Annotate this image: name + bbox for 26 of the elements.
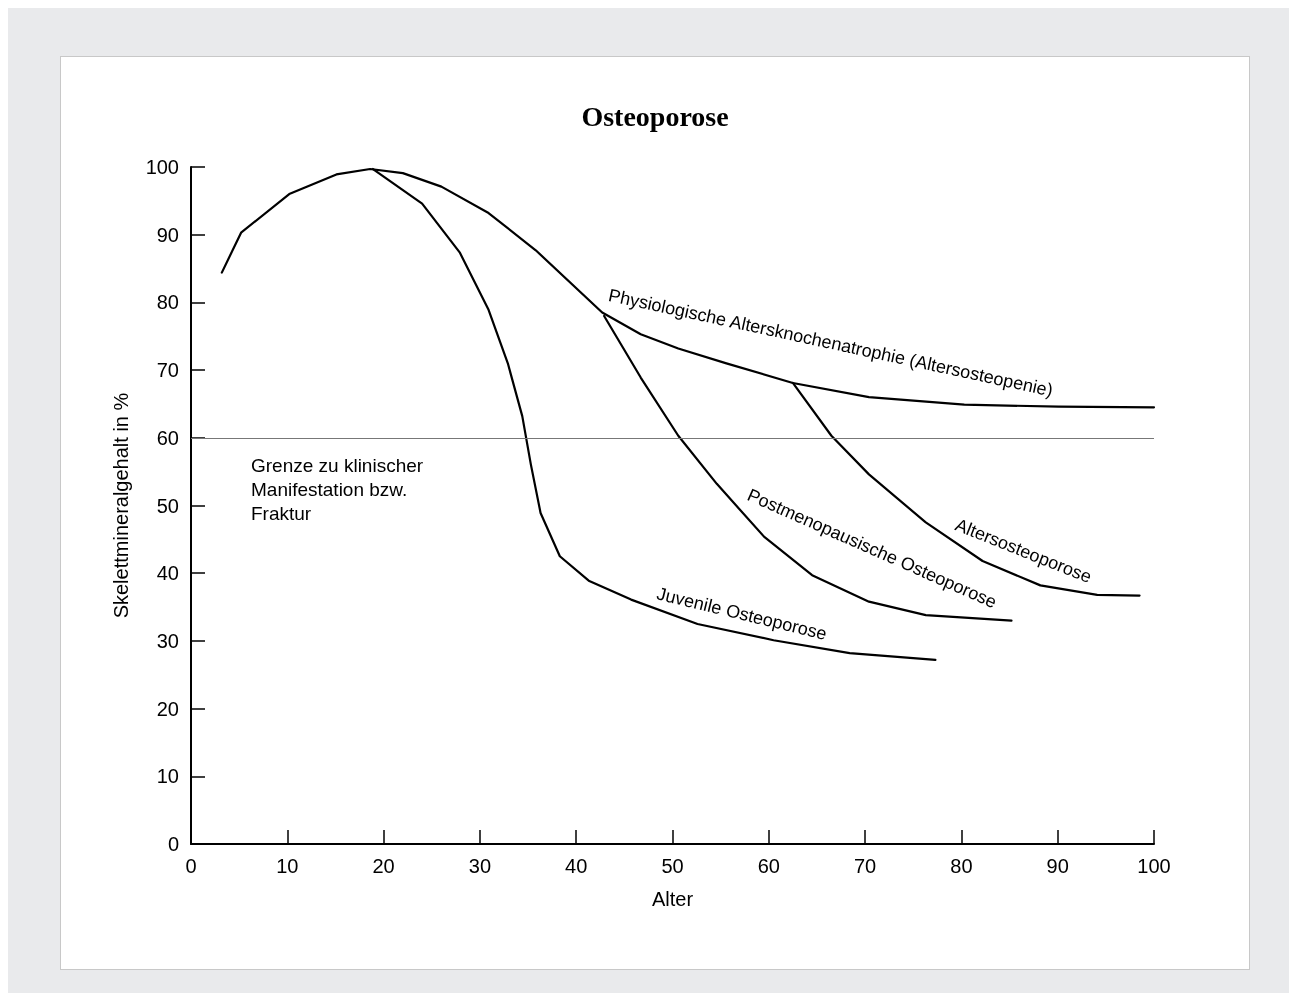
y-axis-title: Skelettmineralgehalt in % [110, 392, 132, 619]
x-tick-label: 90 [1046, 855, 1069, 877]
x-tick-label: 80 [950, 855, 973, 877]
x-tick-label: 100 [1137, 855, 1171, 877]
x-tick-label: 40 [565, 855, 588, 877]
y-tick-label: 40 [156, 562, 179, 585]
ref-line-label: Grenze zu klinischer Manifestation bzw. Fraktur [251, 455, 429, 525]
y-tick-label: 100 [145, 156, 179, 178]
x-tick-label: 60 [757, 855, 780, 877]
x-tick-label: 50 [661, 855, 684, 877]
y-tick-label: 0 [167, 833, 179, 855]
x-tick-label: 10 [276, 855, 299, 877]
x-tick-label: 70 [853, 855, 877, 877]
y-tick-label: 10 [156, 765, 179, 788]
y-tick-label: 90 [156, 223, 179, 246]
y-tick-label: 50 [156, 494, 179, 517]
chart-title: Osteoporose [581, 100, 729, 132]
x-tick-label: 20 [372, 855, 395, 877]
y-tick-label: 70 [156, 359, 179, 382]
y-tick-label: 80 [156, 291, 179, 314]
y-tick-label: 30 [156, 629, 179, 652]
x-tick-label: 30 [468, 855, 492, 877]
y-tick-label: 60 [156, 426, 179, 449]
x-tick-label: 0 [185, 855, 197, 877]
x-axis-title: Alter [651, 888, 694, 910]
y-tick-label: 20 [156, 697, 179, 720]
